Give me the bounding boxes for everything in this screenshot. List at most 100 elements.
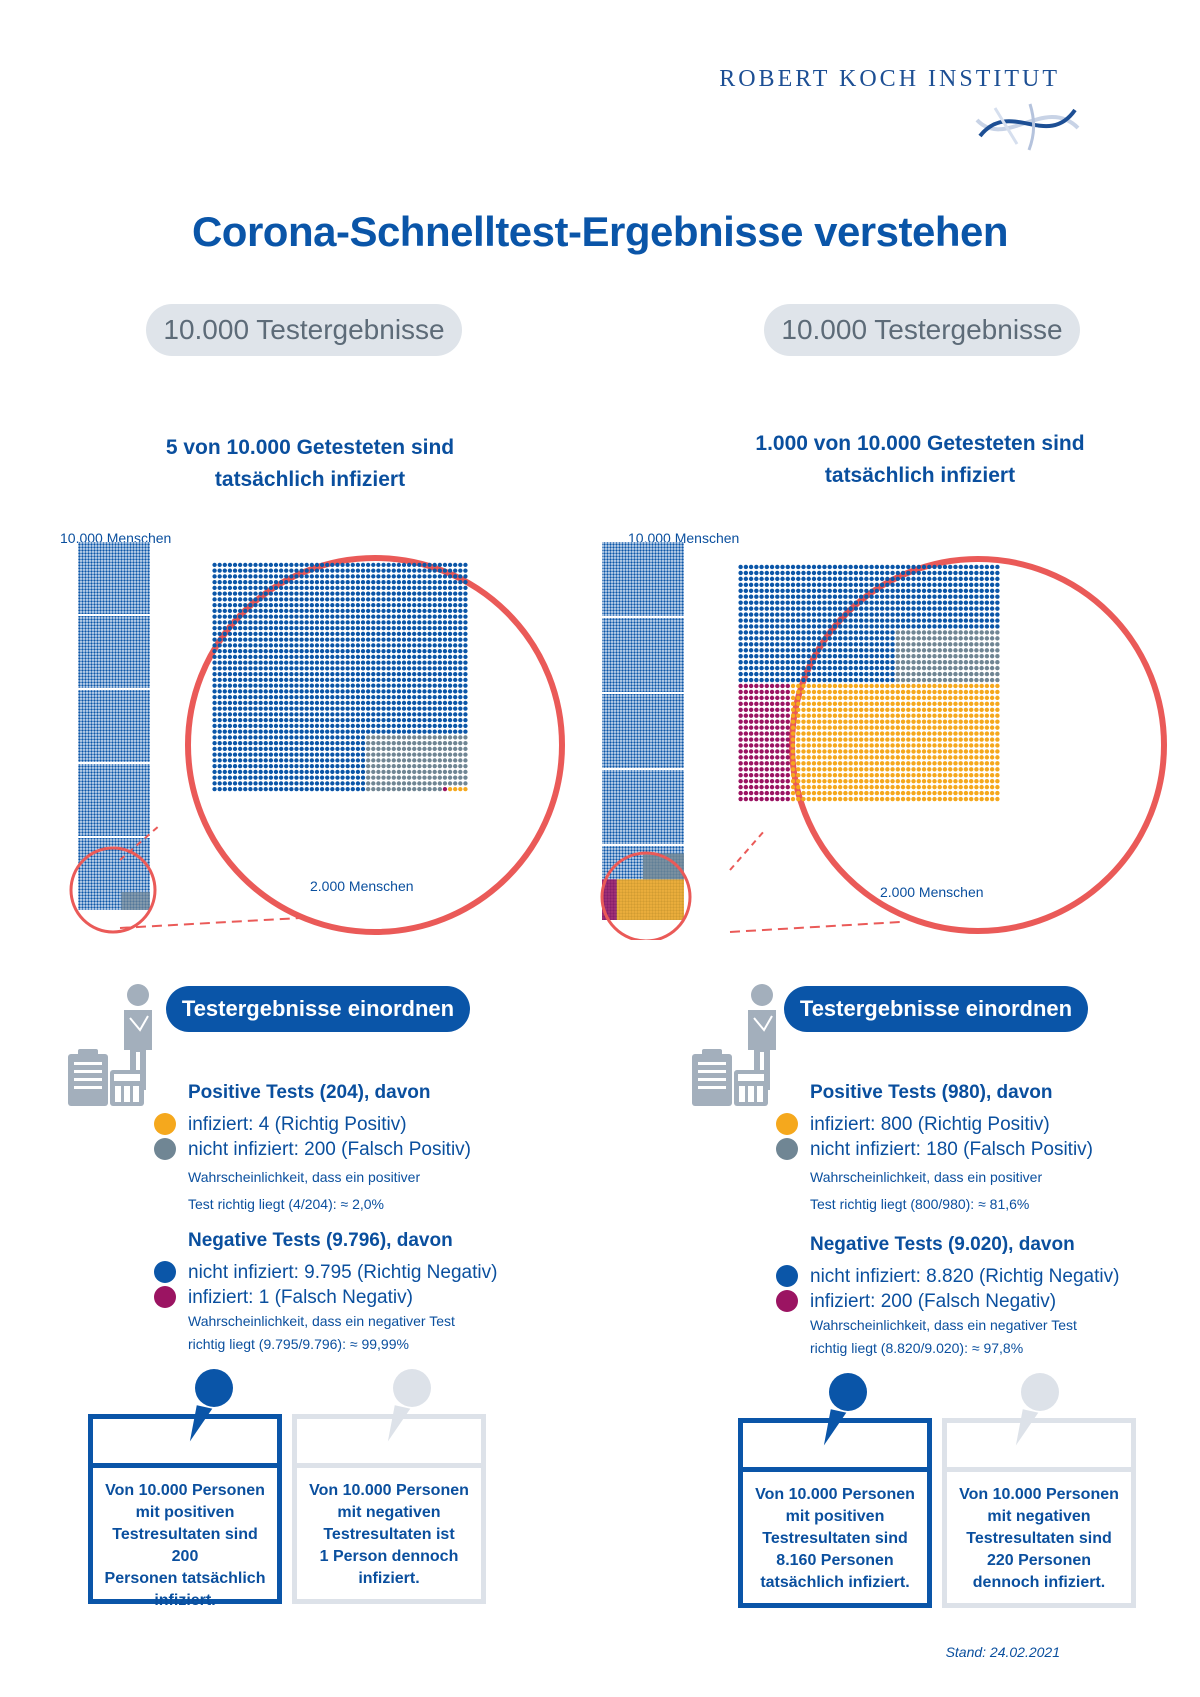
person-dot [406, 637, 412, 642]
person-dot [911, 594, 916, 599]
person-dot [900, 612, 906, 617]
person-dot [963, 695, 969, 701]
person-dot [350, 786, 355, 792]
person-dot [984, 671, 990, 677]
person-dot [775, 695, 780, 701]
person-dot [780, 606, 785, 611]
person-dot [243, 689, 248, 694]
person-dot [417, 775, 422, 780]
person-dot [984, 642, 990, 647]
button-testergebnisse-left[interactable]: Testergebnisse einordnen [166, 986, 470, 1032]
person-dot [325, 562, 330, 568]
person-dot [942, 576, 948, 582]
person-dot [738, 612, 743, 617]
person-dot [253, 781, 258, 786]
button-testergebnisse-right[interactable]: Testergebnisse einordnen [784, 986, 1088, 1032]
person-dot [743, 689, 749, 695]
person-dot [406, 786, 412, 792]
person-dot [304, 654, 309, 660]
person-dot [314, 706, 320, 711]
person-dot [355, 786, 361, 792]
person-dot [995, 576, 1000, 582]
person-dot [989, 743, 995, 748]
person-dot [754, 624, 759, 629]
person-dot [963, 796, 969, 802]
person-dot [790, 636, 796, 641]
person-dot [289, 786, 294, 792]
person-dot [759, 731, 764, 736]
person-dot [355, 694, 361, 700]
person-dot [869, 671, 874, 677]
person-dot [953, 790, 958, 796]
person-dot [238, 758, 243, 763]
person-dot [885, 778, 890, 784]
person-dot [906, 683, 911, 689]
person-dot [325, 781, 330, 786]
person-dot [984, 701, 990, 707]
person-dot [417, 568, 422, 573]
person-dot [453, 660, 458, 665]
person-dot [963, 594, 969, 599]
person-dot [785, 767, 790, 772]
person-dot [979, 612, 984, 617]
person-dot [412, 781, 417, 786]
person-dot [217, 677, 222, 683]
person-dot [386, 648, 391, 654]
person-dot [273, 740, 279, 746]
person-dot [391, 735, 396, 740]
person-dot [284, 763, 289, 769]
person-dot [817, 778, 822, 784]
person-dot [217, 660, 222, 665]
person-dot [811, 689, 817, 695]
person-dot [453, 648, 458, 654]
person-dot [989, 630, 995, 635]
person-dot [355, 585, 361, 591]
person-dot [284, 700, 289, 706]
person-dot [243, 625, 248, 631]
person-dot [319, 763, 325, 769]
person-dot [278, 706, 284, 711]
person-dot [764, 570, 770, 576]
person-dot [927, 719, 932, 724]
person-dot [309, 781, 314, 786]
person-dot [427, 608, 432, 614]
person-dot [932, 778, 937, 784]
person-dot [319, 654, 325, 660]
person-dot [376, 775, 381, 780]
person-dot [284, 631, 289, 637]
person-dot [743, 671, 749, 677]
person-dot [769, 665, 775, 671]
person-dot [299, 717, 304, 723]
person-dot [759, 612, 764, 617]
person-dot [335, 763, 340, 769]
person-dot [953, 731, 958, 736]
person-dot [968, 778, 974, 784]
person-dot [243, 735, 248, 740]
person-dot [785, 755, 790, 760]
person-dot [916, 761, 921, 766]
person-dot [974, 636, 979, 641]
person-dot [775, 761, 780, 766]
person-dot [345, 562, 350, 568]
person-dot [759, 624, 764, 629]
person-dot [754, 743, 759, 748]
person-dot [900, 659, 906, 665]
person-dot [968, 654, 974, 659]
person-dot [350, 740, 355, 746]
person-dot [447, 786, 453, 792]
person-dot [309, 712, 314, 717]
person-dot [381, 677, 386, 683]
person-dot [268, 740, 274, 746]
person-dot [785, 564, 790, 570]
person-dot [916, 671, 921, 677]
person-dot [916, 582, 921, 588]
person-dot [858, 719, 864, 724]
person-dot [927, 618, 932, 623]
person-dot [463, 683, 468, 688]
person-dot [350, 591, 355, 596]
person-dot [801, 636, 806, 641]
person-dot [974, 707, 979, 712]
person-dot [463, 643, 468, 648]
person-dot [906, 761, 911, 766]
person-dot [212, 729, 217, 734]
